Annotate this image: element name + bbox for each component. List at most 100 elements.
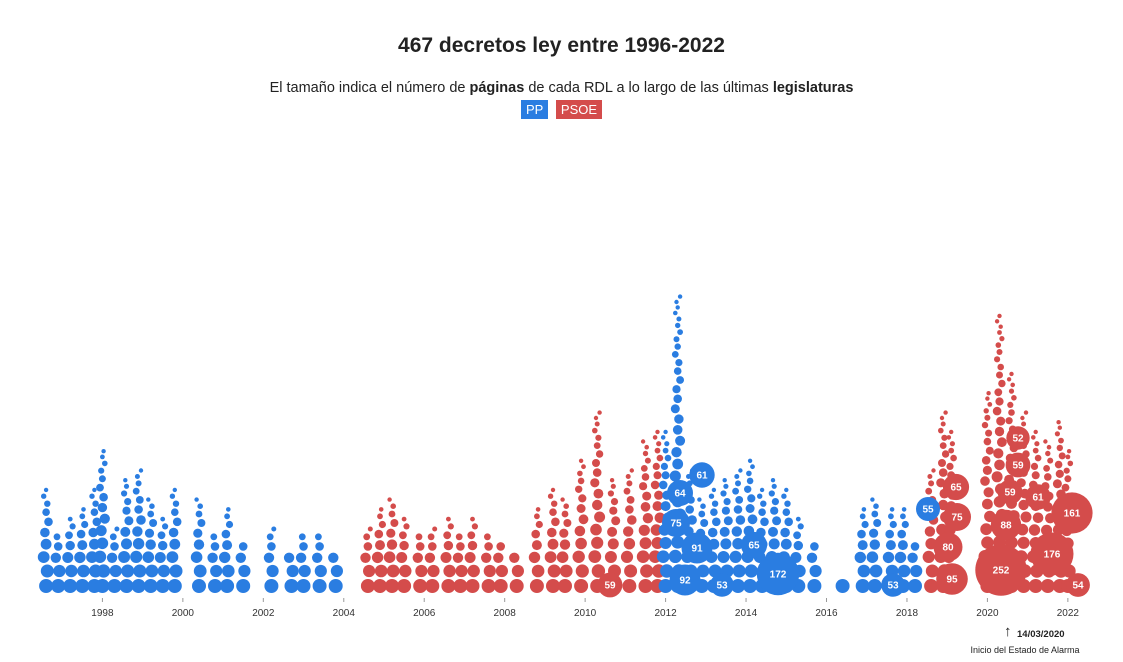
pp-decree-bubble[interactable] [866, 551, 879, 563]
psoe-decree-bubble[interactable] [985, 396, 990, 401]
pp-decree-bubble[interactable] [901, 507, 907, 512]
pp-decree-bubble[interactable] [315, 533, 322, 541]
pp-decree-bubble[interactable] [662, 447, 669, 454]
psoe-decree-bubble[interactable] [593, 415, 599, 421]
pp-decree-bubble[interactable] [671, 447, 682, 458]
psoe-decree-bubble[interactable] [595, 450, 604, 458]
pp-decree-bubble[interactable] [109, 564, 122, 578]
pp-decree-bubble[interactable] [669, 470, 681, 482]
psoe-decree-bubble[interactable] [1058, 452, 1066, 460]
pp-decree-bubble[interactable] [169, 564, 183, 578]
psoe-decree-bubble[interactable] [624, 564, 638, 578]
psoe-decree-bubble[interactable] [611, 516, 621, 526]
pp-decree-bubble[interactable] [92, 517, 102, 527]
pp-decree-bubble[interactable] [889, 507, 895, 512]
psoe-decree-bubble[interactable] [467, 564, 480, 578]
psoe-decree-bubble[interactable] [412, 552, 423, 563]
decree-bubble-75[interactable] [943, 503, 971, 531]
psoe-decree-bubble[interactable] [446, 516, 451, 522]
psoe-decree-bubble[interactable] [529, 579, 544, 593]
psoe-decree-bubble[interactable] [1018, 499, 1029, 511]
psoe-decree-bubble[interactable] [623, 538, 636, 550]
pp-decree-bubble[interactable] [43, 487, 49, 493]
psoe-decree-bubble[interactable] [534, 513, 540, 520]
pp-decree-bubble[interactable] [264, 579, 279, 593]
pp-decree-bubble[interactable] [780, 538, 792, 550]
pp-decree-bubble[interactable] [266, 533, 274, 541]
pp-decree-bubble[interactable] [330, 564, 343, 578]
pp-decree-bubble[interactable] [857, 564, 871, 578]
psoe-decree-bubble[interactable] [640, 439, 646, 444]
pp-decree-bubble[interactable] [660, 435, 666, 440]
pp-decree-bubble[interactable] [674, 299, 679, 305]
pp-decree-bubble[interactable] [908, 579, 922, 593]
decree-bubble-53[interactable] [881, 573, 905, 597]
psoe-decree-bubble[interactable] [997, 313, 1002, 319]
pp-decree-bubble[interactable] [149, 519, 158, 527]
psoe-decree-bubble[interactable] [561, 510, 569, 518]
psoe-decree-bubble[interactable] [1045, 450, 1051, 457]
psoe-decree-bubble[interactable] [560, 497, 565, 502]
pp-decree-bubble[interactable] [759, 487, 765, 493]
pp-decree-bubble[interactable] [107, 579, 122, 593]
pp-decree-bubble[interactable] [197, 503, 203, 510]
psoe-decree-bubble[interactable] [997, 330, 1002, 335]
psoe-decree-bubble[interactable] [547, 564, 561, 578]
psoe-decree-bubble[interactable] [558, 579, 572, 593]
pp-decree-bubble[interactable] [193, 564, 207, 578]
pp-decree-bubble[interactable] [97, 502, 108, 513]
psoe-decree-bubble[interactable] [547, 527, 557, 538]
psoe-decree-bubble[interactable] [656, 454, 664, 462]
psoe-decree-bubble[interactable] [1067, 460, 1074, 467]
psoe-decree-bubble[interactable] [999, 336, 1005, 342]
pp-decree-bubble[interactable] [109, 533, 117, 541]
psoe-decree-bubble[interactable] [981, 456, 991, 465]
decree-bubble-88[interactable] [990, 509, 1022, 541]
pp-decree-bubble[interactable] [81, 520, 89, 529]
psoe-decree-bubble[interactable] [607, 538, 619, 550]
pp-decree-bubble[interactable] [671, 535, 685, 549]
pp-decree-bubble[interactable] [224, 513, 231, 520]
pp-decree-bubble[interactable] [238, 542, 248, 551]
pp-decree-bubble[interactable] [81, 507, 86, 512]
psoe-decree-bubble[interactable] [642, 513, 654, 524]
pp-decree-bubble[interactable] [781, 493, 787, 499]
pp-decree-bubble[interactable] [298, 533, 306, 541]
psoe-decree-bubble[interactable] [1044, 473, 1052, 481]
psoe-decree-bubble[interactable] [641, 473, 650, 481]
pp-decree-bubble[interactable] [677, 294, 683, 299]
pp-decree-bubble[interactable] [894, 551, 907, 564]
pp-decree-bubble[interactable] [697, 497, 702, 502]
psoe-decree-bubble[interactable] [1011, 395, 1017, 401]
psoe-decree-bubble[interactable] [1063, 467, 1070, 474]
psoe-decree-bubble[interactable] [1030, 462, 1039, 470]
pp-decree-bubble[interactable] [672, 385, 681, 394]
pp-decree-bubble[interactable] [888, 513, 894, 520]
decree-bubble-176[interactable] [1030, 532, 1074, 576]
pp-decree-bubble[interactable] [696, 564, 710, 578]
psoe-decree-bubble[interactable] [1020, 511, 1032, 523]
decree-bubble-65[interactable] [740, 531, 768, 559]
psoe-decree-bubble[interactable] [483, 564, 496, 578]
psoe-decree-bubble[interactable] [997, 437, 1007, 448]
psoe-decree-bubble[interactable] [980, 476, 990, 486]
pp-decree-bubble[interactable] [810, 542, 819, 551]
psoe-decree-bubble[interactable] [644, 457, 651, 464]
pp-decree-bubble[interactable] [675, 322, 681, 329]
pp-decree-bubble[interactable] [296, 579, 311, 593]
psoe-decree-bubble[interactable] [1010, 382, 1015, 388]
psoe-decree-bubble[interactable] [595, 434, 602, 441]
pp-decree-bubble[interactable] [768, 538, 780, 550]
pp-decree-bubble[interactable] [675, 435, 686, 446]
pp-decree-bubble[interactable] [98, 467, 105, 474]
pp-decree-bubble[interactable] [711, 487, 717, 493]
pp-decree-bubble[interactable] [747, 458, 753, 463]
psoe-decree-bubble[interactable] [493, 579, 508, 593]
psoe-decree-bubble[interactable] [1020, 415, 1025, 421]
pp-decree-bubble[interactable] [735, 496, 744, 504]
psoe-decree-bubble[interactable] [578, 514, 589, 525]
pp-decree-bubble[interactable] [897, 529, 906, 539]
pp-decree-bubble[interactable] [95, 579, 110, 593]
psoe-decree-bubble[interactable] [938, 459, 946, 467]
pp-decree-bubble[interactable] [236, 579, 251, 593]
